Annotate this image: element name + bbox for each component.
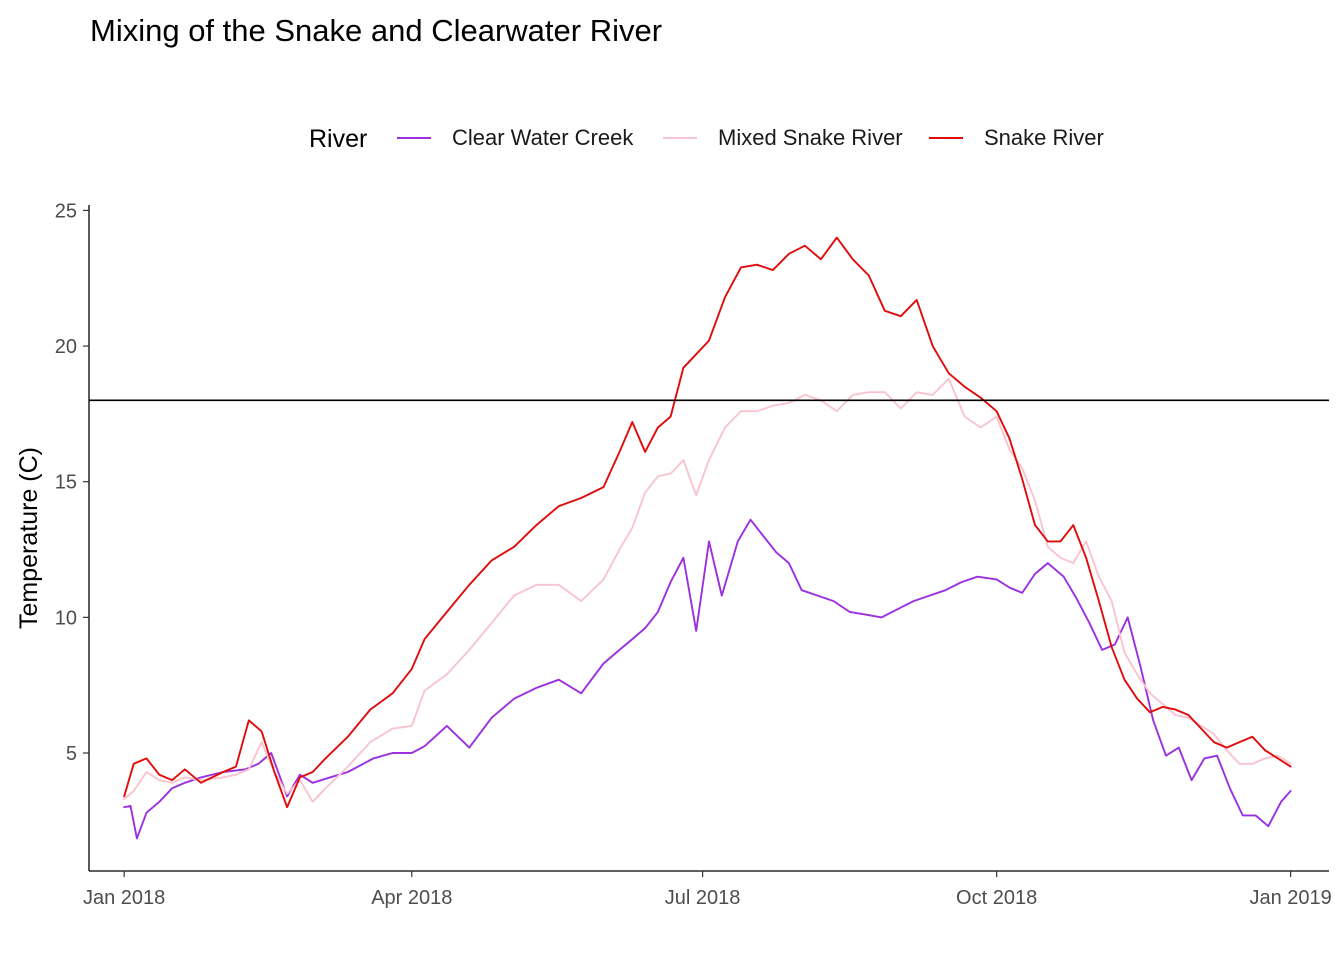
x-tick-label: Apr 2018	[371, 887, 452, 909]
clear-water-creek-line	[123, 518, 1292, 840]
x-tick-label: Jan 2019	[1250, 887, 1332, 909]
x-tick-label: Jan 2018	[83, 887, 165, 909]
x-ticks: Jan 2018 Apr 2018 Jul 2018 Oct 2018 Jan 2019	[83, 871, 1332, 909]
x-tick-label: Oct 2018	[956, 887, 1037, 909]
y-ticks: 5 10 15 20 25	[55, 200, 89, 765]
legend-label-clear-water-creek: Clear Water Creek	[452, 125, 634, 150]
legend: River Clear Water Creek Mixed Snake River…	[309, 125, 1104, 153]
chart-title: Mixing of the Snake and Clearwater River	[90, 13, 662, 48]
mixed-snake-river-line	[123, 377, 1292, 803]
y-tick-label: 5	[66, 743, 77, 765]
legend-label-snake-river: Snake River	[984, 125, 1104, 150]
y-tick-label: 10	[55, 607, 77, 629]
x-tick-label: Jul 2018	[665, 887, 741, 909]
y-tick-label: 20	[55, 336, 77, 358]
legend-items: Clear Water Creek Mixed Snake River Snake …	[397, 125, 1104, 150]
series-group	[123, 236, 1292, 840]
y-tick-label: 15	[55, 472, 77, 494]
plot-area: 5 10 15 20 25 Jan 2018 Apr 2018 Jul 2018 Oct 20…	[55, 200, 1332, 909]
y-axis-title: Temperature (C)	[15, 447, 43, 629]
snake-river-line	[123, 236, 1292, 809]
legend-label-mixed-snake-river: Mixed Snake River	[718, 125, 903, 150]
legend-title: River	[309, 125, 367, 153]
y-tick-label: 25	[55, 200, 77, 222]
